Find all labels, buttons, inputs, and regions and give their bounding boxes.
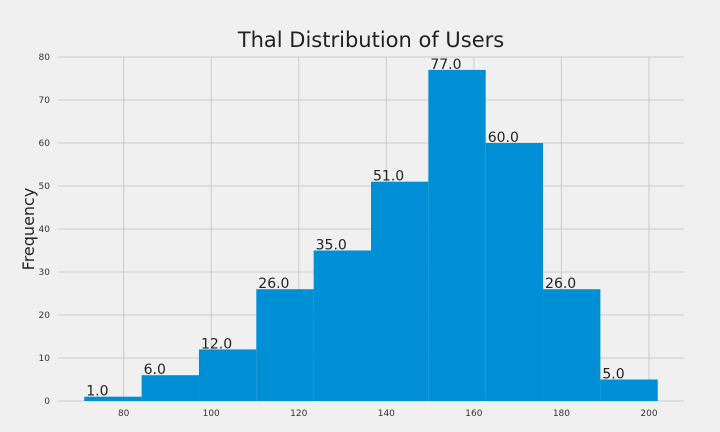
histogram-bar (313, 250, 371, 401)
x-tick-label: 180 (553, 409, 570, 419)
histogram-bar (543, 289, 601, 401)
histogram-bar (428, 69, 486, 402)
histogram-bar (198, 349, 257, 401)
bar-value-label: 51.0 (373, 169, 404, 185)
data-labels: 1.0 6.0 12.0 26.0 35.0 51.0 77.0 60.0 26.0 5.0 (86, 57, 624, 400)
bar-value-label: 26.0 (545, 276, 576, 292)
bar-value-label: 1.0 (86, 384, 108, 400)
axis-ticks: 0 10 20 30 40 50 60 70 80 80 100 120 140 160 180 200 (39, 53, 658, 419)
bar-value-label: 26.0 (258, 276, 289, 292)
x-tick-label: 160 (465, 409, 482, 419)
x-tick-label: 100 (203, 409, 220, 419)
histogram-bar (485, 143, 544, 401)
bar-value-label: 6.0 (144, 362, 166, 378)
y-tick-label: 50 (39, 182, 51, 192)
histogram-bar (256, 289, 314, 401)
x-tick-label: 120 (290, 409, 307, 419)
bar-value-label: 5.0 (602, 367, 624, 383)
x-tick-label: 140 (378, 409, 395, 419)
chart-title: Thal Distribution of Users (237, 28, 504, 52)
y-tick-label: 40 (39, 225, 51, 235)
bar-value-label: 35.0 (316, 238, 347, 254)
x-tick-label: 200 (640, 409, 657, 419)
bar-value-label: 77.0 (430, 57, 461, 73)
y-tick-label: 70 (39, 96, 51, 106)
y-tick-label: 20 (39, 311, 51, 321)
bar-value-label: 12.0 (201, 336, 232, 352)
histogram-bar (141, 375, 199, 401)
y-tick-label: 30 (39, 268, 51, 278)
y-tick-label: 60 (39, 139, 51, 149)
histogram-bar (371, 181, 429, 401)
y-tick-label: 0 (44, 397, 50, 407)
bar-value-label: 60.0 (488, 130, 519, 146)
bars (84, 69, 658, 402)
y-tick-label: 10 (39, 354, 51, 364)
y-axis-title: Frequency (19, 188, 38, 271)
x-tick-label: 80 (118, 409, 130, 419)
histogram-bar (84, 396, 142, 401)
y-tick-label: 80 (39, 53, 51, 63)
histogram-bar (600, 379, 658, 401)
